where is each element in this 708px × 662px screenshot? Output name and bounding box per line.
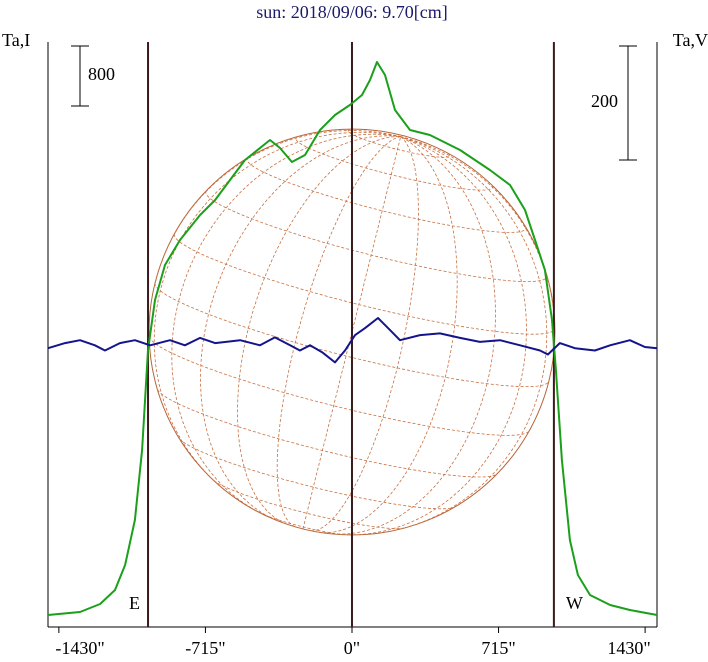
sun-grid [237, 136, 401, 525]
chart-title: sun: 2018/09/06: 9.70[cm] [256, 2, 448, 22]
x-tick-label: -1430" [55, 638, 104, 658]
sun-grid [332, 136, 496, 535]
sun-grid [154, 130, 401, 284]
sun-grid [171, 133, 401, 514]
sun-grid [205, 190, 548, 283]
sun-grid [246, 157, 527, 233]
sun-grid [213, 480, 405, 529]
scale-label: 800 [88, 64, 115, 84]
sun-disk [148, 128, 556, 536]
sun-grid [153, 131, 401, 488]
sun-grid [295, 135, 494, 191]
x-tick-label: 715" [481, 638, 515, 658]
sun-grid [179, 438, 455, 510]
x-tick-label: 1430" [607, 638, 650, 658]
scale-label: 200 [591, 91, 618, 111]
sun-grid [394, 136, 548, 531]
sun-grid [310, 136, 419, 531]
series-line [47, 317, 658, 364]
sun-grid [302, 136, 402, 529]
y2-axis-label: Ta,V [673, 30, 708, 50]
sun-grid [157, 389, 497, 478]
y-axis-label: Ta,I [2, 30, 30, 50]
sun-grid [173, 234, 556, 335]
marker-label: E [129, 593, 140, 613]
series-line [47, 61, 658, 616]
sun-grid [200, 135, 401, 520]
sun-grid [276, 136, 401, 528]
sun-grid [318, 136, 458, 534]
sun-grid [154, 282, 550, 388]
x-tick-label: -715" [185, 638, 225, 658]
sun-grid [148, 336, 530, 436]
sun-grid [348, 136, 527, 536]
x-tick-label: 0" [344, 638, 360, 658]
marker-label: W [566, 593, 583, 613]
